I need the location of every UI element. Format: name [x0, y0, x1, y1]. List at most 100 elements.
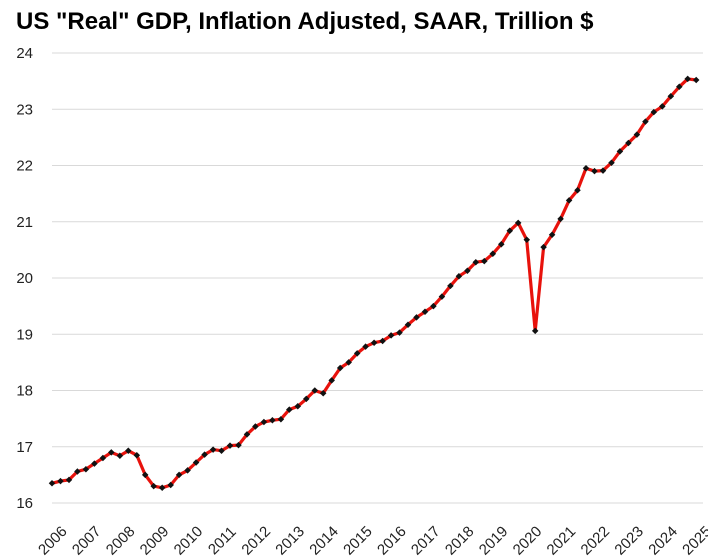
- x-tick-label: 2010: [171, 523, 207, 559]
- data-point: [218, 447, 225, 454]
- data-point: [591, 167, 598, 175]
- data-point: [421, 308, 429, 316]
- data-point: [531, 327, 539, 335]
- x-tick-label: 2023: [611, 523, 647, 559]
- x-tick-label: 2022: [578, 523, 614, 559]
- data-point: [116, 452, 124, 459]
- data-point: [311, 387, 319, 394]
- data-point: [353, 350, 361, 357]
- x-tick-label: 2012: [238, 523, 274, 559]
- data-point: [481, 257, 488, 265]
- data-point: [158, 484, 166, 492]
- data-point: [472, 258, 480, 266]
- data-point: [455, 273, 463, 280]
- data-point: [336, 364, 344, 372]
- data-point: [235, 441, 242, 449]
- data-point: [184, 467, 191, 474]
- data-point: [650, 108, 658, 116]
- x-tick-label: 2018: [442, 523, 478, 559]
- data-point: [599, 167, 607, 174]
- data-point: [74, 468, 81, 475]
- y-tick-label: 16: [16, 495, 33, 512]
- x-tick-label: 2025: [679, 523, 708, 559]
- x-tick-label: 2019: [476, 523, 512, 559]
- x-tick-label: 2009: [137, 523, 173, 559]
- data-point: [167, 481, 174, 489]
- data-point: [141, 471, 149, 479]
- data-point: [65, 476, 73, 484]
- series-line: [50, 77, 698, 490]
- data-point: [548, 231, 556, 238]
- data-point: [99, 454, 107, 462]
- data-point: [540, 243, 547, 251]
- data-point: [565, 197, 573, 204]
- data-point: [447, 282, 454, 290]
- data-point: [303, 395, 310, 403]
- data-point: [498, 240, 505, 248]
- x-tick-label: 2020: [510, 523, 546, 559]
- data-point: [226, 442, 234, 449]
- data-point: [277, 415, 285, 423]
- x-tick-label: 2013: [272, 523, 308, 559]
- data-point: [328, 377, 335, 384]
- y-tick-label: 20: [16, 270, 33, 287]
- data-point: [294, 403, 302, 410]
- data-point: [616, 148, 624, 155]
- gridlines: [52, 52, 703, 504]
- data-point: [523, 236, 531, 243]
- data-point: [269, 417, 276, 424]
- y-tick-label: 24: [16, 45, 33, 62]
- data-point: [260, 418, 268, 426]
- data-point: [362, 343, 369, 350]
- data-point: [404, 321, 412, 328]
- data-point: [345, 359, 352, 366]
- x-tick-label: 2016: [374, 523, 410, 559]
- data-point: [506, 227, 514, 234]
- data-point: [489, 250, 497, 258]
- x-tick-label: 2024: [645, 523, 681, 559]
- y-tick-label: 17: [16, 439, 33, 456]
- x-tick-label: 2014: [306, 523, 342, 559]
- data-point: [608, 159, 615, 166]
- data-point: [175, 471, 183, 479]
- data-point: [379, 337, 386, 345]
- data-point: [582, 165, 590, 172]
- data-point: [387, 332, 395, 339]
- gdp-data-points: [48, 75, 700, 492]
- data-point: [150, 482, 157, 490]
- data-point: [692, 76, 700, 84]
- data-point: [209, 446, 217, 453]
- data-point: [574, 187, 581, 194]
- gdp-series: [50, 77, 698, 490]
- data-point: [514, 219, 522, 227]
- chart-title: US "Real" GDP, Inflation Adjusted, SAAR,…: [16, 8, 594, 35]
- y-tick-label: 23: [16, 101, 33, 118]
- data-point: [108, 449, 115, 456]
- data-point: [48, 480, 56, 487]
- y-axis-tick-labels: 16 17 18 19 20 21 22 23 24: [16, 45, 33, 512]
- x-tick-label: 2015: [340, 523, 376, 559]
- data-point: [396, 329, 403, 336]
- data-point: [286, 406, 293, 413]
- data-point: [201, 451, 208, 458]
- x-axis-tick-labels: 2006200720082009201020112012201320142015…: [35, 523, 708, 559]
- data-point: [413, 314, 420, 321]
- data-point: [319, 390, 327, 397]
- data-point: [438, 293, 446, 300]
- data-point: [243, 431, 251, 438]
- data-point: [133, 451, 141, 459]
- x-tick-label: 2008: [103, 523, 139, 559]
- y-tick-label: 18: [16, 383, 33, 400]
- y-tick-label: 21: [16, 214, 33, 231]
- x-tick-label: 2007: [69, 523, 105, 559]
- data-point: [430, 302, 437, 310]
- y-tick-label: 22: [16, 158, 33, 175]
- x-tick-label: 2006: [35, 523, 71, 559]
- data-point: [557, 215, 564, 223]
- data-point: [57, 477, 64, 485]
- data-point: [464, 267, 471, 274]
- y-tick-label: 19: [16, 326, 33, 343]
- x-tick-label: 2011: [205, 523, 240, 558]
- data-point: [370, 339, 378, 346]
